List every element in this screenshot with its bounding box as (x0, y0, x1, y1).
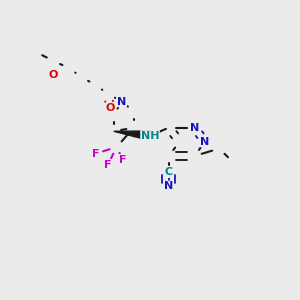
Text: C: C (165, 167, 173, 177)
Text: N: N (117, 97, 126, 106)
Text: O: O (49, 70, 58, 80)
Text: O: O (105, 103, 115, 113)
Text: F: F (104, 160, 112, 170)
Polygon shape (114, 131, 151, 140)
Text: N: N (164, 181, 173, 191)
Text: N: N (190, 123, 199, 133)
Text: N: N (200, 137, 210, 147)
Text: NH: NH (141, 131, 159, 141)
Text: F: F (92, 148, 100, 159)
Text: F: F (119, 154, 126, 164)
